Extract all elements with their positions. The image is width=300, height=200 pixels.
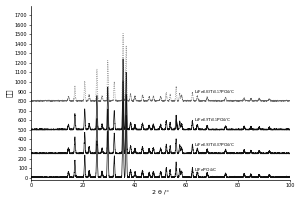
Text: LIFePO$_4$/C: LIFePO$_4$/C <box>194 167 217 174</box>
Text: LiFe$_{0.83}$Ti$_{0.17}$PO$_4$/C: LiFe$_{0.83}$Ti$_{0.17}$PO$_4$/C <box>194 88 235 96</box>
Y-axis label: 强度: 强度 <box>6 88 12 97</box>
X-axis label: 2 θ /°: 2 θ /° <box>152 189 169 194</box>
Text: LiFe$_{0.93}$Ti$_{0.07}$PO$_4$/C: LiFe$_{0.93}$Ti$_{0.07}$PO$_4$/C <box>194 141 235 149</box>
Text: LiFe$_{0.9}$Ti$_{0.1}$PO$_4$/C: LiFe$_{0.9}$Ti$_{0.1}$PO$_4$/C <box>194 117 231 124</box>
